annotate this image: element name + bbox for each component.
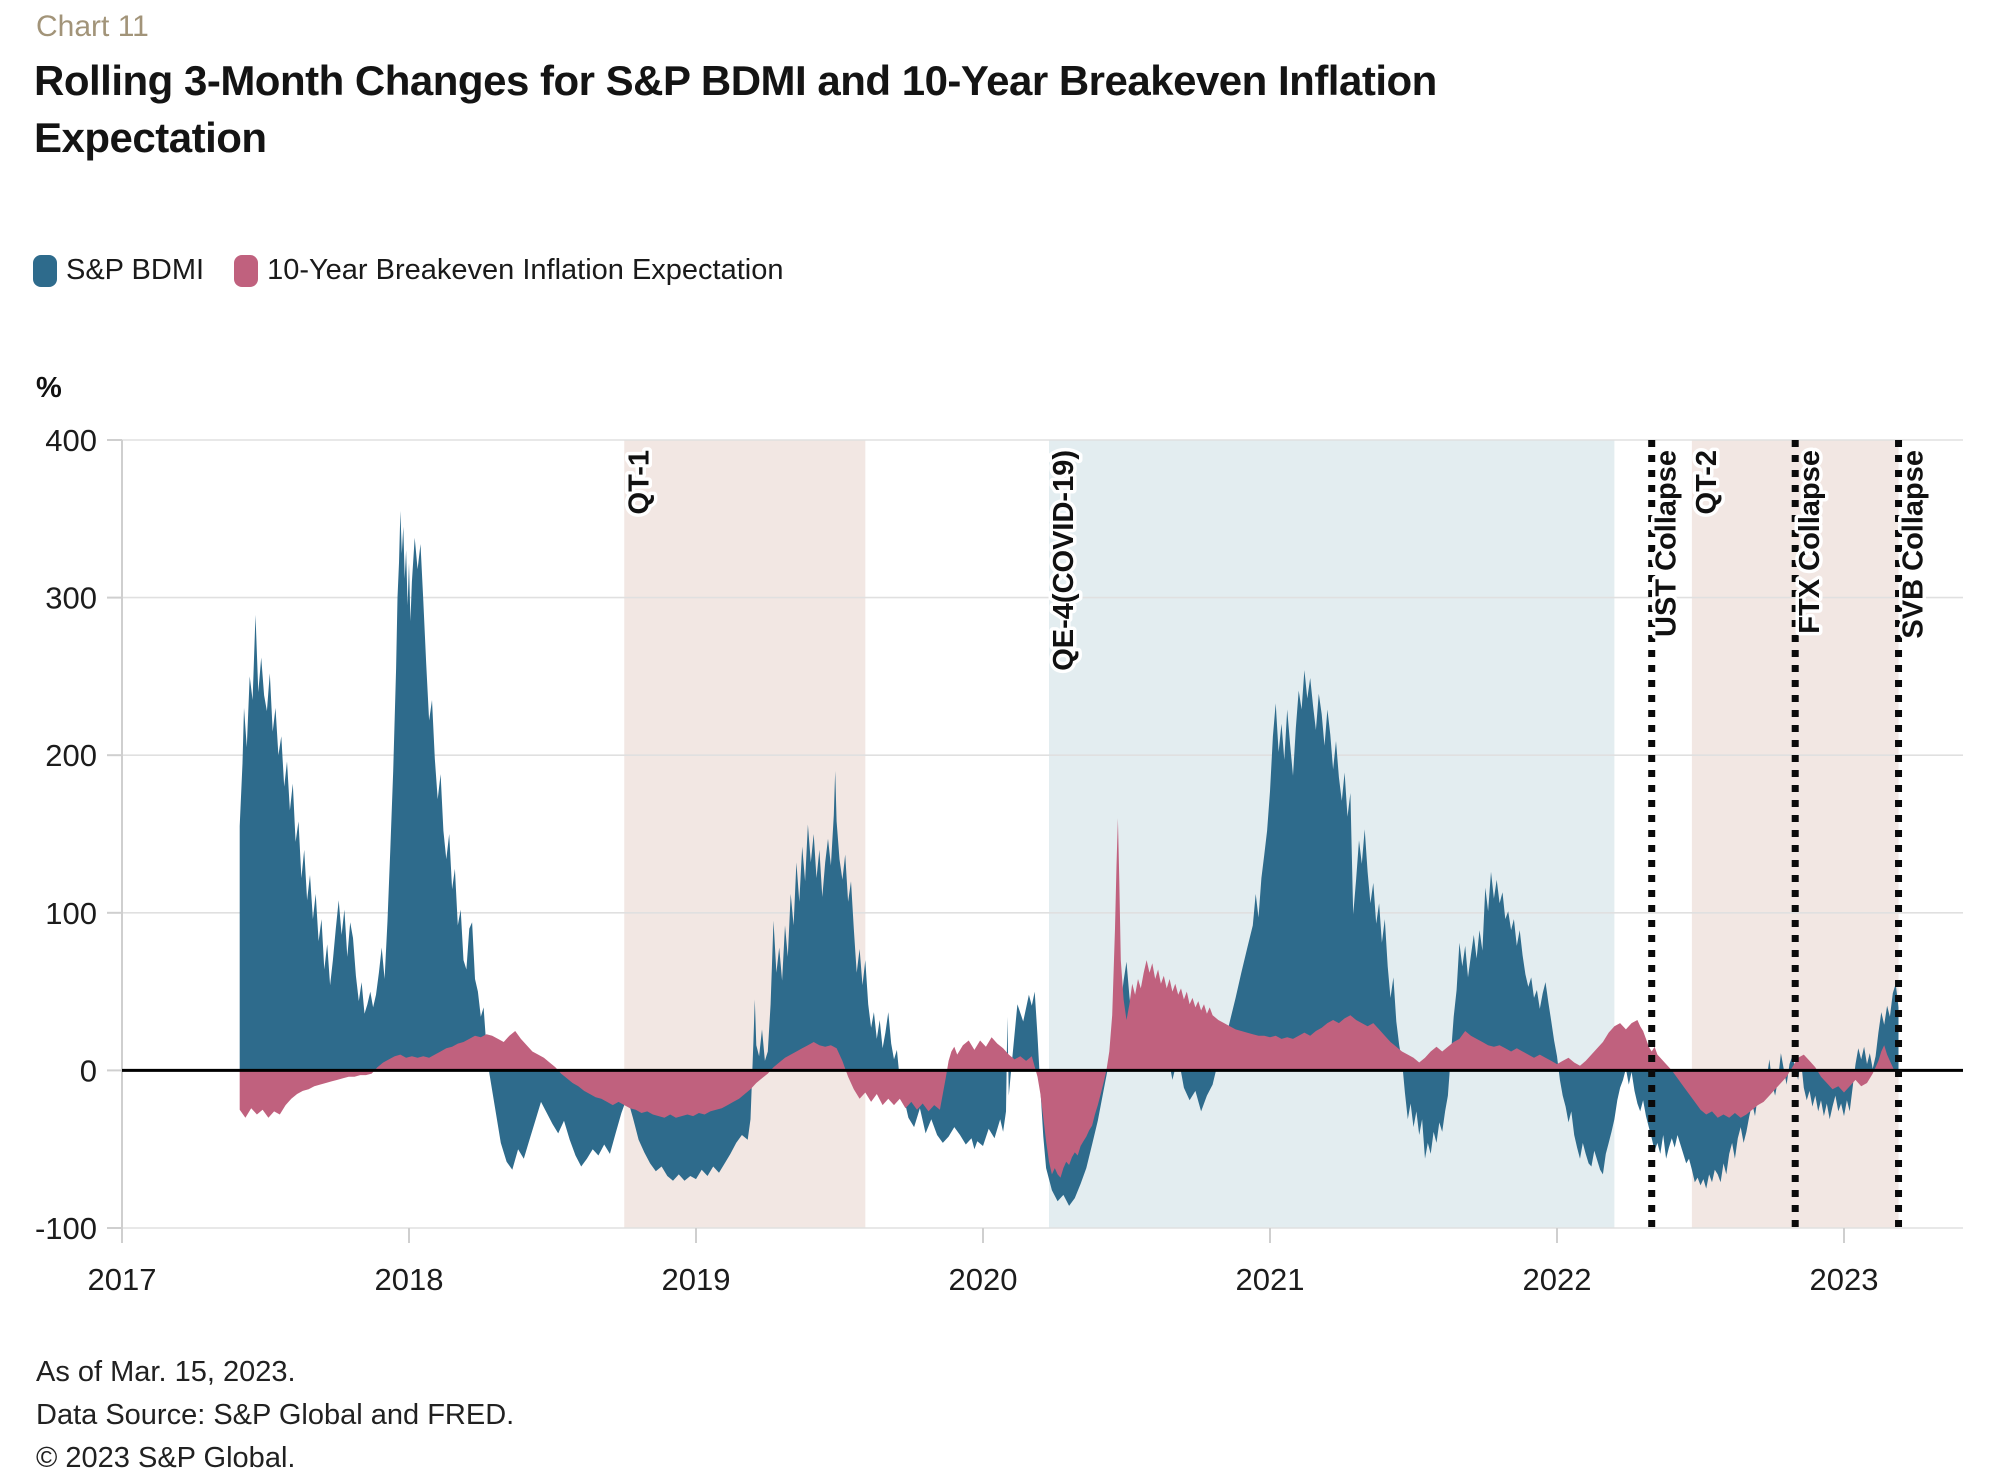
area-series-breakeven (239, 818, 1899, 1178)
annotation-label-qe-4: QE-4(COVID-19) (1048, 450, 1080, 671)
page-title-line-2: Expectation (34, 114, 267, 162)
y-tick-label-400: 400 (45, 423, 97, 458)
legend-item-label: 10-Year Breakeven Inflation Expectation (267, 254, 784, 286)
annotation-label-ust-collapse: UST Collapse (1651, 450, 1683, 637)
legend-swatch-icon (33, 254, 57, 287)
y-tick-label-200: 200 (45, 738, 97, 773)
y-tick-label-0: 0 (80, 1053, 97, 1088)
area-series-sp-bdmi (239, 510, 1899, 1206)
legend-swatch-icon (234, 254, 259, 287)
footer-copyright: © 2023 S&P Global. (36, 1442, 296, 1475)
legend-item-1: 10-Year Breakeven Inflation Expectation (234, 254, 784, 287)
annotation-label-ftx-collapse: FTX Collapse (1794, 450, 1826, 634)
x-tick-label-2022: 2022 (1523, 1262, 1592, 1297)
annotation-label-qt-2: QT-2 (1691, 450, 1723, 514)
legend: S&P BDMI 10-Year Breakeven Inflation Expe… (33, 254, 784, 287)
y-tick-label-300: 300 (45, 581, 97, 616)
chart-kicker: Chart 11 (36, 10, 149, 43)
footer-data-source: Data Source: S&P Global and FRED. (36, 1399, 515, 1432)
y-tick-label--100: -100 (35, 1211, 97, 1246)
annotation-label-qt-1: QT-1 (623, 450, 655, 514)
x-tick-label-2021: 2021 (1236, 1262, 1305, 1297)
page-title: Rolling 3-Month Changes for S&P BDMI and… (34, 52, 1594, 166)
annotation-label-svb-collapse: SVB Collapse (1898, 450, 1930, 639)
x-tick-label-2019: 2019 (662, 1262, 731, 1297)
y-axis-unit-label: % (36, 372, 62, 404)
x-tick-label-2017: 2017 (88, 1262, 157, 1297)
legend-item-label: S&P BDMI (66, 254, 205, 286)
y-tick-label-100: 100 (45, 896, 97, 931)
footer-as-of-date: As of Mar. 15, 2023. (36, 1356, 296, 1388)
x-tick-label-2018: 2018 (375, 1262, 444, 1297)
x-tick-label-2023: 2023 (1810, 1262, 1879, 1297)
footer: As of Mar. 15, 2023. Data Source: S&P Gl… (36, 1352, 514, 1480)
page-title-line-1: Rolling 3-Month Changes for S&P BDMI and… (34, 57, 1437, 104)
x-tick-label-2020: 2020 (949, 1262, 1018, 1297)
legend-item-0: S&P BDMI (33, 254, 204, 287)
